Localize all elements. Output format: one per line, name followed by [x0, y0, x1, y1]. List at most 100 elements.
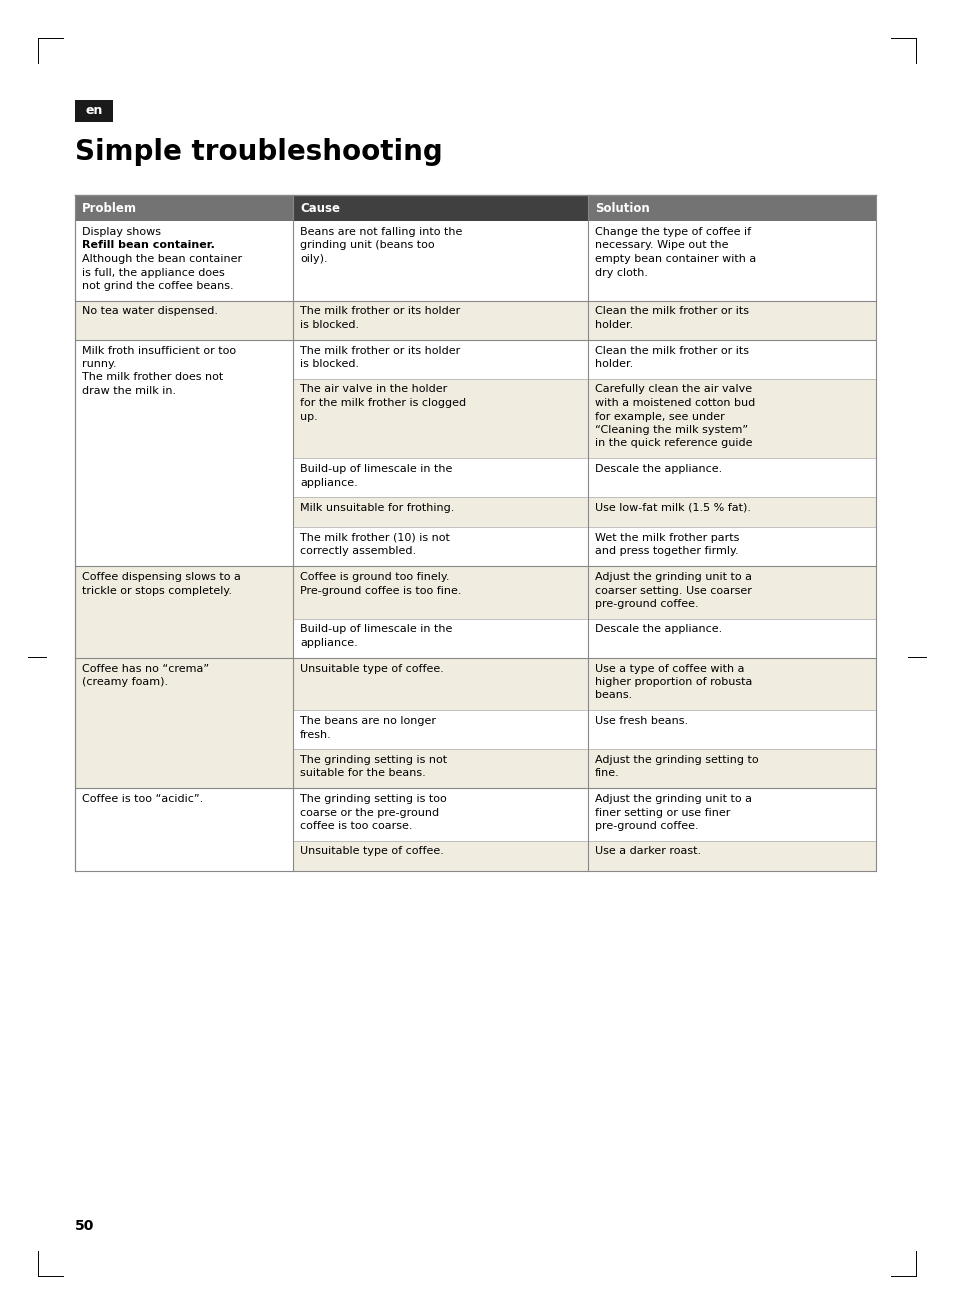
Bar: [587, 527, 875, 566]
Text: Refill bean container.: Refill bean container.: [82, 240, 214, 251]
Bar: [587, 339, 875, 378]
Bar: [587, 841, 875, 870]
Text: en: en: [85, 105, 103, 117]
Bar: [75, 657, 293, 788]
Bar: [587, 710, 875, 749]
Text: correctly assembled.: correctly assembled.: [299, 547, 416, 557]
Text: holder.: holder.: [595, 321, 633, 330]
Bar: [293, 301, 587, 339]
Text: Clean the milk frother or its: Clean the milk frother or its: [595, 346, 748, 356]
Bar: [587, 788, 875, 841]
Bar: [293, 566, 587, 619]
Text: higher proportion of robusta: higher proportion of robusta: [595, 677, 752, 687]
Text: Coffee has no “crema”: Coffee has no “crema”: [82, 664, 209, 674]
Text: Build-up of limescale in the: Build-up of limescale in the: [299, 464, 452, 474]
Text: for example, see under: for example, see under: [595, 411, 724, 422]
Text: Descale the appliance.: Descale the appliance.: [595, 464, 721, 474]
Text: dry cloth.: dry cloth.: [595, 268, 647, 277]
Text: is blocked.: is blocked.: [299, 321, 358, 330]
Text: Unsuitable type of coffee.: Unsuitable type of coffee.: [299, 664, 443, 674]
Bar: [293, 619, 587, 657]
Text: up.: up.: [299, 411, 317, 422]
Text: necessary. Wipe out the: necessary. Wipe out the: [595, 240, 728, 251]
Text: pre-ground coffee.: pre-ground coffee.: [595, 599, 698, 608]
Text: “Cleaning the milk system”: “Cleaning the milk system”: [595, 424, 747, 435]
Text: Problem: Problem: [82, 201, 137, 214]
Text: Change the type of coffee if: Change the type of coffee if: [595, 227, 750, 237]
Text: empty bean container with a: empty bean container with a: [595, 254, 756, 264]
Text: with a moistened cotton bud: with a moistened cotton bud: [595, 398, 755, 409]
Text: Coffee dispensing slows to a: Coffee dispensing slows to a: [82, 572, 240, 582]
Text: Carefully clean the air valve: Carefully clean the air valve: [595, 385, 751, 394]
Text: The milk frother or its holder: The milk frother or its holder: [299, 306, 459, 317]
Text: beans.: beans.: [595, 690, 632, 700]
Text: The grinding setting is too: The grinding setting is too: [299, 794, 446, 804]
Text: is blocked.: is blocked.: [299, 359, 358, 369]
Bar: [587, 497, 875, 527]
Bar: [293, 657, 587, 710]
Text: suitable for the beans.: suitable for the beans.: [299, 769, 425, 778]
Bar: [293, 459, 587, 497]
Bar: [293, 497, 587, 527]
Bar: [293, 339, 587, 378]
Text: runny.: runny.: [82, 359, 116, 369]
Text: Use fresh beans.: Use fresh beans.: [595, 716, 687, 727]
Text: Milk unsuitable for frothing.: Milk unsuitable for frothing.: [299, 503, 454, 512]
Bar: [75, 339, 293, 566]
Text: and press together firmly.: and press together firmly.: [595, 547, 738, 557]
Text: (creamy foam).: (creamy foam).: [82, 677, 168, 687]
Text: Wet the milk frother parts: Wet the milk frother parts: [595, 533, 739, 543]
Bar: [293, 710, 587, 749]
Text: oily).: oily).: [299, 254, 327, 264]
Bar: [293, 788, 587, 841]
Bar: [293, 378, 587, 459]
Text: finer setting or use finer: finer setting or use finer: [595, 808, 730, 817]
Text: coarse or the pre-ground: coarse or the pre-ground: [299, 808, 438, 817]
Text: pre-ground coffee.: pre-ground coffee.: [595, 821, 698, 830]
Text: The milk frother or its holder: The milk frother or its holder: [299, 346, 459, 356]
Bar: [293, 841, 587, 870]
Text: holder.: holder.: [595, 359, 633, 369]
Text: appliance.: appliance.: [299, 477, 357, 487]
Bar: [75, 788, 293, 870]
Text: Build-up of limescale in the: Build-up of limescale in the: [299, 624, 452, 635]
Text: Adjust the grinding unit to a: Adjust the grinding unit to a: [595, 794, 751, 804]
Text: Descale the appliance.: Descale the appliance.: [595, 624, 721, 635]
Text: coarser setting. Use coarser: coarser setting. Use coarser: [595, 586, 751, 595]
Bar: [587, 566, 875, 619]
Bar: [587, 619, 875, 657]
Text: Coffee is too “acidic”.: Coffee is too “acidic”.: [82, 794, 203, 804]
Text: Clean the milk frother or its: Clean the milk frother or its: [595, 306, 748, 317]
Text: No tea water dispensed.: No tea water dispensed.: [82, 306, 218, 317]
Text: Cause: Cause: [299, 201, 339, 214]
Text: The beans are no longer: The beans are no longer: [299, 716, 436, 727]
Text: Solution: Solution: [595, 201, 649, 214]
Text: The milk frother (10) is not: The milk frother (10) is not: [299, 533, 450, 543]
Bar: [293, 194, 587, 221]
Bar: [293, 527, 587, 566]
Text: fresh.: fresh.: [299, 729, 332, 740]
Text: grinding unit (beans too: grinding unit (beans too: [299, 240, 435, 251]
Text: coffee is too coarse.: coffee is too coarse.: [299, 821, 412, 830]
Text: trickle or stops completely.: trickle or stops completely.: [82, 586, 232, 595]
Text: The milk frother does not: The milk frother does not: [82, 372, 223, 382]
Bar: [587, 459, 875, 497]
Bar: [587, 194, 875, 221]
Text: Unsuitable type of coffee.: Unsuitable type of coffee.: [299, 846, 443, 857]
Text: The grinding setting is not: The grinding setting is not: [299, 756, 447, 765]
Text: 50: 50: [75, 1219, 94, 1233]
Text: fine.: fine.: [595, 769, 619, 778]
Bar: [75, 100, 112, 122]
Bar: [75, 194, 293, 221]
Text: appliance.: appliance.: [299, 639, 357, 648]
Text: for the milk frother is clogged: for the milk frother is clogged: [299, 398, 466, 409]
Text: Simple troubleshooting: Simple troubleshooting: [75, 138, 442, 166]
Text: is full, the appliance does: is full, the appliance does: [82, 268, 225, 277]
Text: Use a type of coffee with a: Use a type of coffee with a: [595, 664, 743, 674]
Text: The air valve in the holder: The air valve in the holder: [299, 385, 447, 394]
Bar: [293, 749, 587, 788]
Text: Milk froth insufficient or too: Milk froth insufficient or too: [82, 346, 236, 356]
Bar: [75, 301, 293, 339]
Text: Although the bean container: Although the bean container: [82, 254, 242, 264]
Bar: [587, 378, 875, 459]
